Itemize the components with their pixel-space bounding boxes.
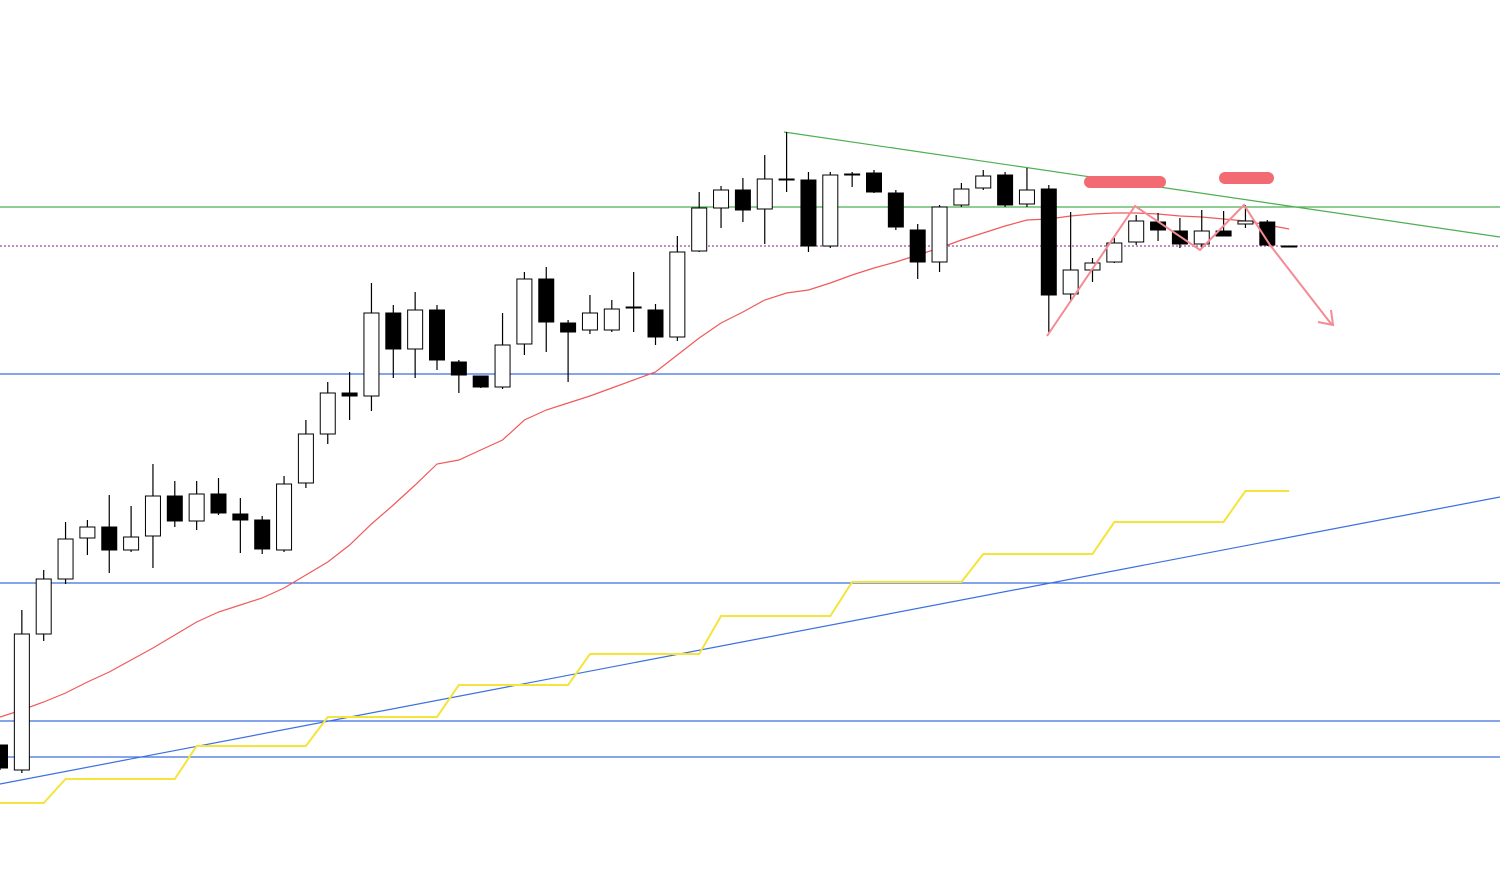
candle-body — [931, 206, 948, 263]
candle-body — [669, 251, 686, 338]
candle-body — [953, 188, 970, 206]
candle-body — [1128, 220, 1145, 243]
candle-body — [1259, 221, 1276, 246]
trend-line — [0, 496, 1500, 785]
candle-body — [516, 278, 533, 345]
candle-body — [713, 189, 730, 209]
candle-body — [603, 308, 620, 331]
candle-body — [319, 392, 336, 435]
candle-body — [35, 578, 52, 635]
candle-body — [144, 495, 161, 537]
candle-body — [975, 175, 992, 189]
candle-body — [887, 192, 904, 228]
candle-body — [1106, 242, 1123, 263]
candle-body — [866, 172, 882, 193]
candle-body — [429, 309, 445, 361]
candle-body — [79, 526, 96, 539]
candle-body — [691, 207, 708, 252]
candle-body — [166, 495, 183, 522]
candle-body — [997, 174, 1014, 206]
candle-body — [1193, 230, 1210, 245]
candle-body — [0, 744, 8, 769]
candle-body — [1062, 269, 1079, 295]
indicator-line — [0, 490, 1290, 804]
candle-body — [385, 312, 402, 350]
candle-body — [1281, 245, 1298, 248]
candle-body — [450, 361, 467, 376]
candle-body — [778, 178, 795, 181]
candle-body — [341, 392, 358, 397]
arrow-head — [1317, 309, 1335, 327]
candle-body — [363, 312, 380, 397]
candle-body — [909, 229, 926, 263]
candle-body — [188, 493, 205, 522]
candle-body — [647, 309, 664, 338]
candle-body — [1237, 220, 1254, 225]
candle-body — [494, 344, 511, 388]
candle-body — [57, 538, 74, 580]
candle-body — [581, 312, 598, 331]
pattern-arrow — [1046, 203, 1333, 337]
candle-body — [13, 633, 30, 771]
candle-body — [407, 309, 424, 350]
candle-body — [538, 278, 555, 323]
candle-body — [822, 174, 839, 247]
candle-body — [844, 173, 861, 176]
candle-body — [756, 178, 773, 210]
candle-body — [1040, 188, 1057, 296]
candle-body — [297, 433, 314, 484]
candle-body — [254, 519, 271, 550]
annotations — [1046, 172, 1335, 337]
candle-body — [560, 322, 577, 333]
candle-body — [800, 179, 817, 247]
indicator-line — [0, 212, 1290, 718]
candle-body — [101, 526, 118, 551]
candle-body — [123, 536, 140, 551]
candle-body — [625, 306, 642, 309]
candle-body — [734, 189, 751, 211]
candle-body — [232, 513, 249, 521]
candle-body — [276, 483, 293, 551]
candle-body — [472, 375, 489, 388]
candle-body — [1018, 189, 1035, 205]
candle-body — [210, 493, 227, 514]
